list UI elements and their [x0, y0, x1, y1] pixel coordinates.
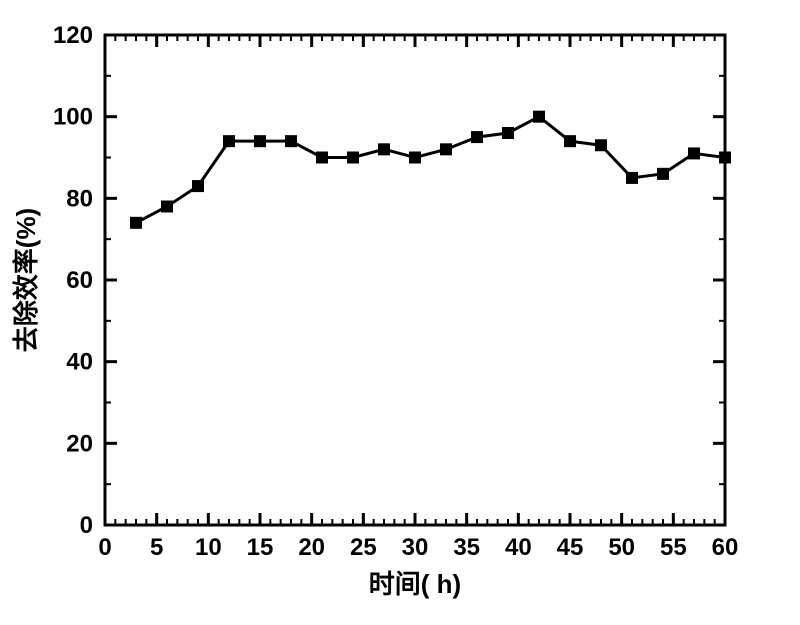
svg-text:20: 20	[66, 430, 93, 457]
svg-text:60: 60	[66, 267, 93, 294]
svg-text:15: 15	[247, 534, 274, 561]
line-chart: 0 5 10 15 20 25 30 35 40 45 50 55 60 0 20 40 60 80 100 120 时…	[0, 0, 800, 625]
svg-text:40: 40	[505, 534, 532, 561]
svg-text:35: 35	[453, 534, 480, 561]
svg-text:45: 45	[557, 534, 584, 561]
svg-text:55: 55	[660, 534, 687, 561]
svg-text:10: 10	[195, 534, 222, 561]
svg-text:40: 40	[66, 349, 93, 376]
svg-text:60: 60	[712, 534, 739, 561]
svg-text:0: 0	[80, 512, 93, 539]
svg-text:25: 25	[350, 534, 377, 561]
svg-text:20: 20	[298, 534, 325, 561]
svg-text:时间( h): 时间( h)	[369, 569, 461, 599]
svg-text:去除效率(%): 去除效率(%)	[11, 208, 41, 352]
svg-text:0: 0	[98, 534, 111, 561]
svg-text:120: 120	[53, 22, 93, 49]
svg-text:50: 50	[608, 534, 635, 561]
svg-text:80: 80	[66, 185, 93, 212]
svg-text:100: 100	[53, 104, 93, 131]
svg-text:30: 30	[402, 534, 429, 561]
chart-container: 0 5 10 15 20 25 30 35 40 45 50 55 60 0 20 40 60 80 100 120 时…	[0, 0, 800, 625]
svg-text:5: 5	[150, 534, 163, 561]
